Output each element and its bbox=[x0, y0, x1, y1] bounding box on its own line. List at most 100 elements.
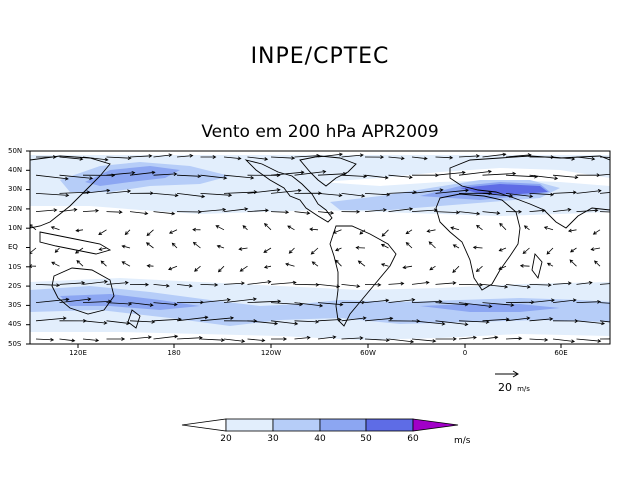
wind-arrow bbox=[411, 320, 446, 326]
wind-arrow bbox=[476, 224, 483, 231]
eurasia-coast bbox=[449, 155, 610, 229]
wind-arrow bbox=[153, 283, 170, 288]
colorbar-label: 30 bbox=[267, 434, 279, 444]
wind-arrow bbox=[452, 265, 460, 273]
wind-arrow bbox=[270, 156, 296, 160]
wind-arrow bbox=[129, 211, 149, 216]
wind-arrow bbox=[341, 209, 361, 214]
wind-arrow bbox=[35, 297, 70, 303]
wind-arrow bbox=[294, 191, 322, 196]
wind-arrow bbox=[364, 174, 389, 180]
wind-arrow bbox=[498, 247, 507, 252]
wind-arrow bbox=[380, 243, 389, 249]
wind-arrow bbox=[552, 190, 577, 195]
wind-arrow bbox=[546, 247, 554, 255]
lat-label: 10S bbox=[8, 263, 22, 271]
wind-arrow bbox=[388, 338, 415, 344]
wind-arrow bbox=[145, 242, 154, 249]
wind-arrow bbox=[242, 225, 248, 231]
wind-arrow bbox=[552, 156, 576, 161]
reference-vector-unit: m/s bbox=[517, 385, 530, 393]
colorbar-label: 20 bbox=[220, 434, 232, 444]
wind-arrow bbox=[405, 242, 413, 249]
wind-arrow bbox=[552, 298, 577, 303]
wind-arrow bbox=[294, 302, 324, 308]
wind-arrow bbox=[599, 211, 610, 213]
colorbar-segment-5 bbox=[412, 418, 459, 432]
wind-arrow bbox=[263, 247, 272, 253]
wind-arrow bbox=[411, 156, 428, 161]
wind-arrow bbox=[569, 259, 577, 267]
wind-arrow bbox=[411, 208, 438, 213]
wind-arrow bbox=[294, 335, 311, 340]
wind-arrow bbox=[270, 280, 297, 285]
wind-arrow bbox=[364, 298, 390, 303]
wind-arrow bbox=[435, 337, 457, 341]
lon-label: 0 bbox=[462, 349, 468, 357]
wind-arrow bbox=[498, 265, 507, 270]
wind-arrow bbox=[593, 260, 601, 267]
wind-arrow bbox=[176, 174, 202, 179]
wind-arrow bbox=[129, 282, 150, 287]
wind-arrow bbox=[388, 156, 405, 161]
wind-arrow bbox=[35, 208, 58, 213]
wind-arrow bbox=[106, 280, 129, 285]
wind-arrow bbox=[98, 247, 107, 251]
wind-arrow bbox=[146, 229, 154, 237]
wind-arrow bbox=[59, 174, 94, 180]
wind-arrow bbox=[543, 226, 554, 231]
wind-arrow bbox=[176, 193, 206, 199]
wind-arrow bbox=[505, 336, 523, 341]
wind-arrow bbox=[388, 207, 414, 212]
wind-arrow bbox=[194, 265, 201, 272]
wind-arrow bbox=[153, 172, 178, 176]
wind-arrow bbox=[247, 280, 272, 285]
wind-arrow bbox=[294, 211, 311, 215]
wind-arrow bbox=[332, 229, 342, 234]
wind-arrow bbox=[475, 265, 483, 273]
wind-arrow bbox=[435, 188, 470, 194]
lat-label: 40N bbox=[8, 166, 23, 174]
colorbar bbox=[181, 418, 459, 432]
wind-arrow bbox=[59, 156, 84, 161]
wind-arrow bbox=[552, 174, 579, 180]
map-subtitle: Vento em 200 hPa APR2009 bbox=[201, 122, 439, 142]
wind-arrow bbox=[270, 320, 299, 326]
lat-label: 50S bbox=[8, 340, 22, 348]
wind-arrow bbox=[285, 262, 295, 267]
wind-arrow bbox=[153, 302, 178, 307]
wind-arrow bbox=[200, 193, 233, 197]
wind-arrow bbox=[317, 317, 342, 322]
wind-arrow bbox=[153, 193, 179, 198]
wind-arrow bbox=[435, 155, 454, 160]
reference-vector-arrow bbox=[495, 370, 519, 378]
wind-arrow bbox=[59, 207, 78, 212]
wind-arrow bbox=[176, 335, 203, 340]
wind-arrow bbox=[223, 281, 245, 286]
wind-arrow bbox=[317, 302, 344, 307]
wind-arrow bbox=[505, 153, 532, 158]
wind-arrow bbox=[364, 338, 390, 343]
wind-arrow bbox=[35, 283, 61, 288]
wind-arrow bbox=[270, 210, 290, 215]
wind-arrow bbox=[529, 174, 559, 181]
wind-arrow bbox=[576, 299, 602, 304]
wind-arrow bbox=[567, 228, 577, 233]
wind-arrow bbox=[238, 247, 248, 251]
wind-arrow bbox=[388, 174, 413, 180]
wind-arrow bbox=[505, 209, 523, 214]
wind-arrow bbox=[599, 156, 610, 158]
wind-arrow bbox=[482, 171, 517, 176]
new-zealand-coast bbox=[127, 309, 141, 329]
reference-vector-value: 20 bbox=[498, 381, 512, 394]
wind-arrow bbox=[124, 229, 131, 236]
wind-arrow bbox=[505, 284, 531, 289]
africa-coast bbox=[435, 193, 521, 291]
wind-arrow bbox=[529, 317, 554, 322]
colorbar-unit: m/s bbox=[454, 436, 471, 446]
wind-arrow bbox=[505, 316, 531, 322]
wind-arrow bbox=[522, 247, 530, 255]
wind-arrow bbox=[529, 283, 552, 287]
wind-arrow bbox=[388, 298, 416, 303]
